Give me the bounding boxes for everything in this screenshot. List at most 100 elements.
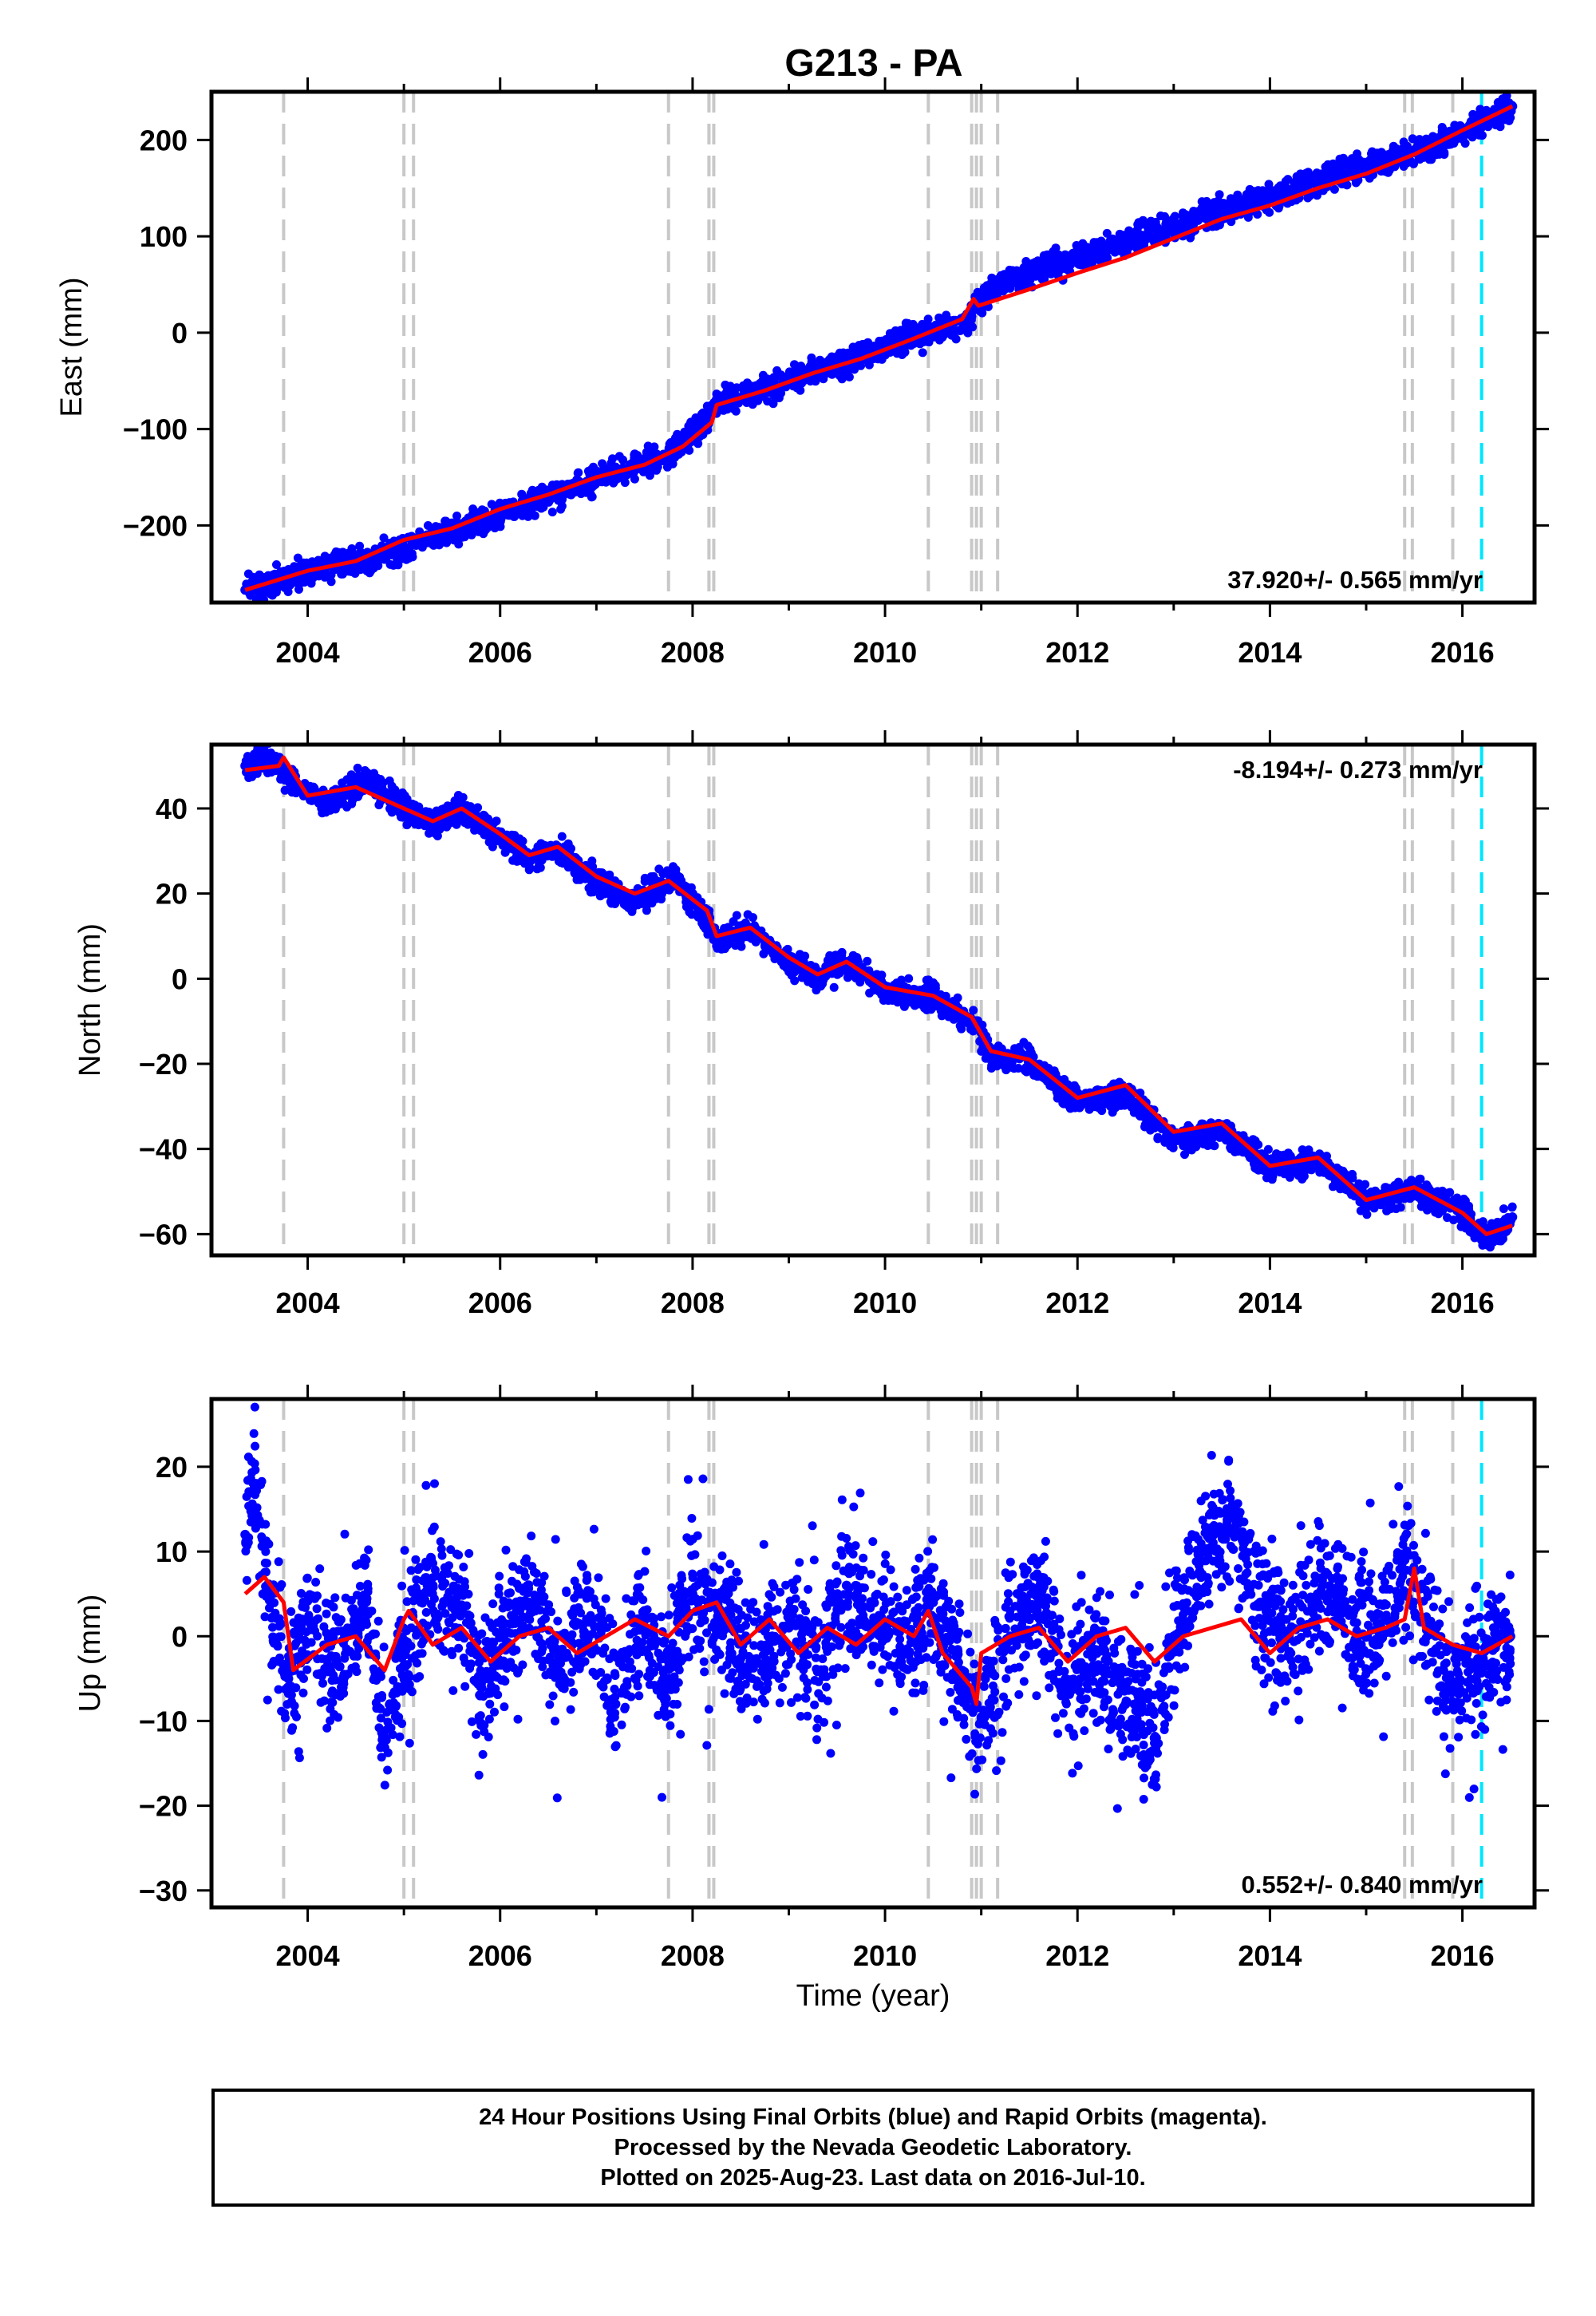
data-point bbox=[381, 555, 391, 564]
data-point bbox=[1162, 226, 1171, 235]
data-point bbox=[774, 393, 784, 403]
data-point bbox=[557, 832, 567, 841]
data-point bbox=[452, 512, 461, 520]
data-point bbox=[788, 381, 798, 391]
data-point bbox=[1008, 266, 1017, 275]
data-point bbox=[749, 913, 757, 923]
data-point bbox=[1203, 211, 1213, 221]
data-point bbox=[317, 804, 326, 813]
data-point bbox=[768, 399, 778, 409]
data-point bbox=[962, 324, 971, 334]
data-point bbox=[863, 956, 872, 966]
data-point bbox=[1409, 159, 1418, 168]
data-point bbox=[1219, 199, 1229, 208]
data-point bbox=[547, 508, 557, 517]
data-point bbox=[1034, 265, 1044, 275]
data-point bbox=[614, 452, 624, 461]
data-point bbox=[980, 288, 990, 298]
x-tick-label: 2004 bbox=[276, 636, 340, 669]
data-point bbox=[1468, 132, 1477, 142]
data-point bbox=[265, 586, 275, 595]
data-point bbox=[1188, 215, 1198, 225]
data-point bbox=[1507, 1202, 1517, 1211]
data-point bbox=[583, 466, 593, 476]
data-point bbox=[1399, 137, 1408, 147]
data-point bbox=[918, 348, 927, 358]
data-point bbox=[587, 856, 597, 866]
data-point bbox=[488, 515, 498, 524]
data-point bbox=[526, 488, 535, 498]
data-point bbox=[1475, 130, 1484, 140]
data-point bbox=[1072, 241, 1081, 250]
data-point bbox=[1005, 272, 1014, 282]
data-point bbox=[613, 472, 622, 482]
data-point bbox=[1270, 190, 1279, 200]
data-point bbox=[1298, 1175, 1307, 1184]
data-point bbox=[743, 378, 752, 388]
data-point bbox=[643, 441, 653, 451]
data-point bbox=[1055, 266, 1065, 275]
data-point bbox=[987, 287, 997, 297]
data-point bbox=[308, 573, 318, 583]
x-tick-label: 2008 bbox=[661, 636, 725, 669]
data-point bbox=[535, 863, 545, 872]
data-point bbox=[809, 361, 818, 370]
data-point bbox=[618, 892, 627, 902]
data-point bbox=[1070, 257, 1080, 267]
data-point bbox=[1030, 258, 1040, 267]
data-point bbox=[1249, 192, 1258, 201]
data-point bbox=[904, 974, 914, 983]
data-point bbox=[1490, 105, 1499, 114]
data-point bbox=[1146, 216, 1156, 226]
data-point bbox=[1384, 168, 1393, 177]
data-point bbox=[1468, 109, 1478, 119]
data-point bbox=[758, 370, 768, 380]
data-point bbox=[629, 468, 638, 478]
data-point bbox=[393, 560, 403, 570]
data-point bbox=[1362, 157, 1371, 167]
data-point bbox=[992, 1061, 1001, 1071]
data-point bbox=[1215, 190, 1224, 200]
data-point bbox=[402, 545, 412, 555]
data-point bbox=[373, 556, 382, 565]
data-point bbox=[1459, 1194, 1468, 1203]
data-point bbox=[938, 333, 947, 342]
data-point bbox=[499, 510, 508, 520]
data-point bbox=[966, 317, 975, 326]
data-point bbox=[1170, 222, 1179, 231]
data-point bbox=[896, 326, 906, 335]
data-point bbox=[947, 330, 957, 340]
data-point bbox=[1168, 1143, 1178, 1152]
data-point bbox=[678, 434, 687, 444]
data-point bbox=[1156, 211, 1165, 220]
data-point bbox=[807, 353, 816, 362]
data-point bbox=[247, 772, 257, 781]
data-point bbox=[468, 509, 477, 519]
data-point bbox=[482, 524, 492, 533]
data-point bbox=[1502, 92, 1511, 101]
data-point bbox=[599, 464, 609, 472]
data-point bbox=[519, 509, 528, 519]
data-point bbox=[1499, 1204, 1508, 1214]
data-point bbox=[1340, 164, 1349, 174]
data-point bbox=[280, 775, 290, 784]
model-fit-line bbox=[244, 104, 1514, 592]
data-point bbox=[953, 326, 962, 335]
data-point bbox=[1300, 173, 1310, 183]
data-point bbox=[823, 955, 832, 965]
data-point bbox=[299, 573, 309, 583]
data-point bbox=[1427, 155, 1436, 164]
data-point bbox=[942, 310, 951, 320]
data-point bbox=[271, 587, 281, 597]
data-point bbox=[977, 1046, 986, 1056]
data-point bbox=[1189, 207, 1199, 215]
data-point bbox=[806, 377, 816, 386]
data-point bbox=[1449, 1215, 1458, 1225]
data-point bbox=[1394, 1177, 1403, 1187]
data-point bbox=[1262, 186, 1272, 196]
rate-label: 37.920+/- 0.565 mm/yr bbox=[1227, 566, 1483, 594]
data-point bbox=[563, 863, 573, 872]
data-point bbox=[1020, 271, 1029, 280]
data-point bbox=[500, 848, 510, 857]
